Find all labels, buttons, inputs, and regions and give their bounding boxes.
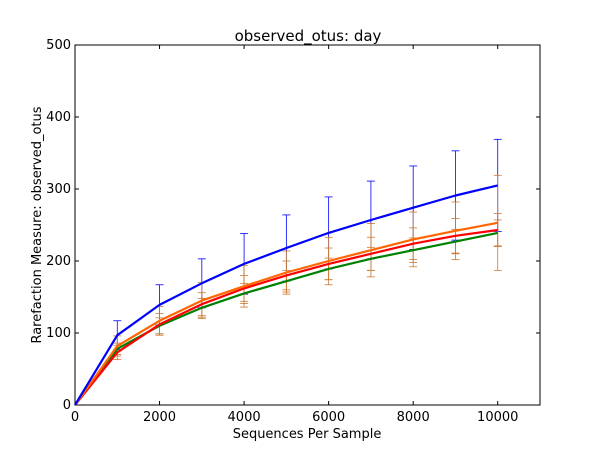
axis-ticks: 0 2000 4000 6000 8000 10000 0 100 200 300 400 500: [46, 38, 540, 425]
series-layer: [74, 138, 502, 406]
y-tick-label: 400: [46, 110, 71, 125]
y-tick-label: 200: [46, 254, 71, 269]
y-tick-label: 300: [46, 182, 71, 197]
x-tick-label: 2000: [143, 410, 176, 425]
y-axis-label: Rarefaction Measure: observed_otus: [30, 106, 45, 343]
x-tick-label: 8000: [397, 410, 430, 425]
x-tick-label: 10000: [477, 410, 518, 425]
y-tick-label: 0: [63, 398, 71, 413]
y-tick-label: 100: [46, 326, 71, 341]
x-axis-label: Sequences Per Sample: [233, 427, 382, 442]
x-tick-label: 6000: [312, 410, 345, 425]
errorbars-series-2: [113, 213, 502, 361]
x-tick-label: 0: [71, 410, 79, 425]
plot-frame: [74, 44, 541, 406]
chart-title: observed_otus: day: [235, 27, 382, 46]
x-tick-label: 4000: [228, 410, 261, 425]
y-tick-label: 500: [46, 38, 71, 53]
